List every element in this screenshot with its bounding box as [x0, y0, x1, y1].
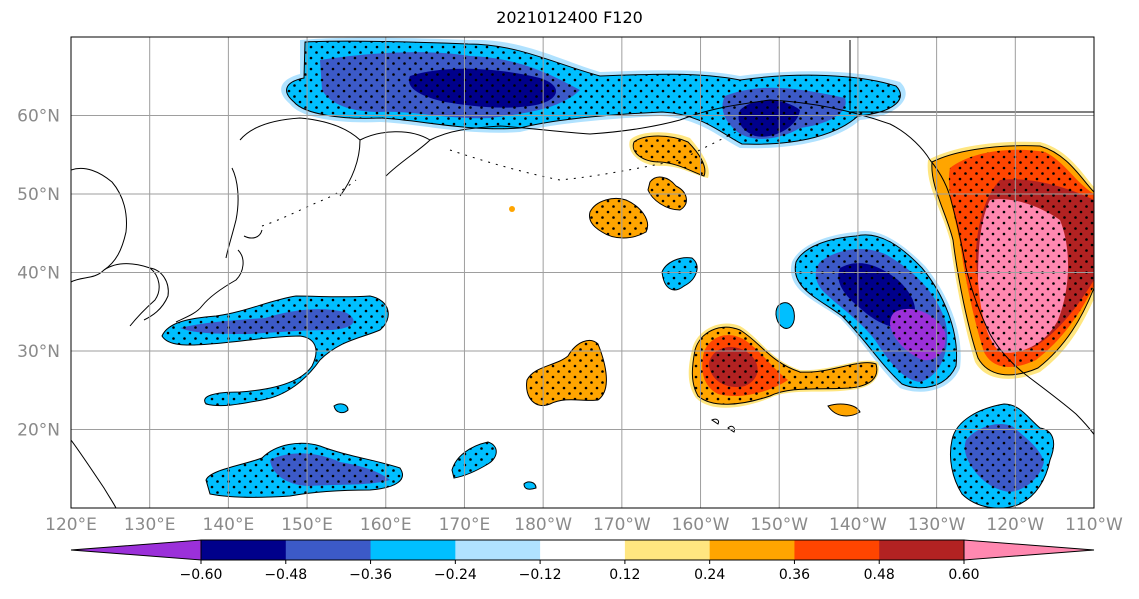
colorbar-segment — [879, 540, 965, 560]
lat-tick-label: 20°N — [17, 421, 60, 441]
colorbar-segment — [540, 540, 626, 560]
latitude-labels: 20°N 30°N 40°N 50°N 60°N — [17, 107, 60, 441]
lon-tick-label: 130°W — [908, 515, 966, 535]
colorbar-segment — [709, 540, 795, 560]
lat-tick-label: 30°N — [17, 342, 60, 362]
anomaly-west-coast-pos — [927, 141, 1094, 379]
anomaly-japan-east-neg-band — [161, 295, 389, 414]
lon-tick-label: 160°W — [672, 515, 730, 535]
colorbar-frame — [200, 539, 965, 561]
coastlines — [71, 40, 1094, 508]
lat-tick-label: 50°N — [17, 185, 60, 205]
colorbar-segment — [370, 540, 456, 560]
lon-tick-label: 120°W — [986, 515, 1044, 535]
colorbar: −0.60 −0.48 −0.36 −0.24 −0.12 0.12 0.24 0.36 0.4… — [70, 539, 1095, 583]
colorbar-extend-low — [70, 539, 202, 561]
colorbar-label: −0.12 — [519, 567, 562, 583]
map-title: 2021012400 F120 — [496, 8, 643, 27]
anomaly-central-pacific-pos — [688, 323, 879, 417]
colorbar-segment — [455, 540, 541, 560]
longitude-labels: 120°E 130°E 140°E 150°E 160°E 170°E 180°W 170°W… — [45, 515, 1123, 535]
colorbar-label: −0.48 — [264, 567, 307, 583]
map-plot-area — [71, 37, 1094, 508]
lon-tick-label: 110°W — [1065, 515, 1123, 535]
colorbar-segment — [624, 540, 711, 560]
colorbar-label: −0.36 — [349, 567, 392, 583]
colorbar-label: −0.60 — [180, 567, 223, 583]
lat-tick-label: 60°N — [17, 107, 60, 127]
anomaly-subtropical-neg — [205, 257, 698, 498]
lon-tick-label: 170°E — [439, 515, 491, 535]
lon-tick-label: 150°W — [750, 515, 808, 535]
lon-tick-label: 120°E — [45, 515, 97, 535]
lon-tick-label: 140°E — [203, 515, 255, 535]
map-frame — [70, 36, 1095, 509]
lon-tick-label: 150°E — [281, 515, 333, 535]
colorbar-label: 0.36 — [779, 567, 810, 583]
lon-tick-label: 160°E — [360, 515, 412, 535]
colorbar-extend-high — [963, 539, 1095, 561]
gridlines — [71, 37, 1094, 508]
lat-tick-label: 40°N — [17, 264, 60, 284]
lon-tick-label: 140°W — [829, 515, 887, 535]
lon-tick-label: 130°E — [124, 515, 176, 535]
colorbar-segment — [794, 540, 880, 560]
colorbar-label: −0.24 — [434, 567, 477, 583]
colorbar-label: 0.24 — [694, 567, 725, 583]
colorbar-label: 0.48 — [864, 567, 895, 583]
anomaly-arctic-neg-band — [281, 37, 906, 149]
colorbar-label: 0.12 — [609, 567, 640, 583]
colorbar-segment — [285, 540, 372, 560]
anomaly-northeast-pacific-neg — [775, 230, 961, 392]
lon-tick-label: 180°W — [514, 515, 572, 535]
lon-tick-label: 170°W — [593, 515, 651, 535]
anomaly-north-pacific-pos-small — [509, 132, 709, 406]
colorbar-segment — [201, 540, 287, 560]
colorbar-label: 0.60 — [948, 567, 979, 583]
